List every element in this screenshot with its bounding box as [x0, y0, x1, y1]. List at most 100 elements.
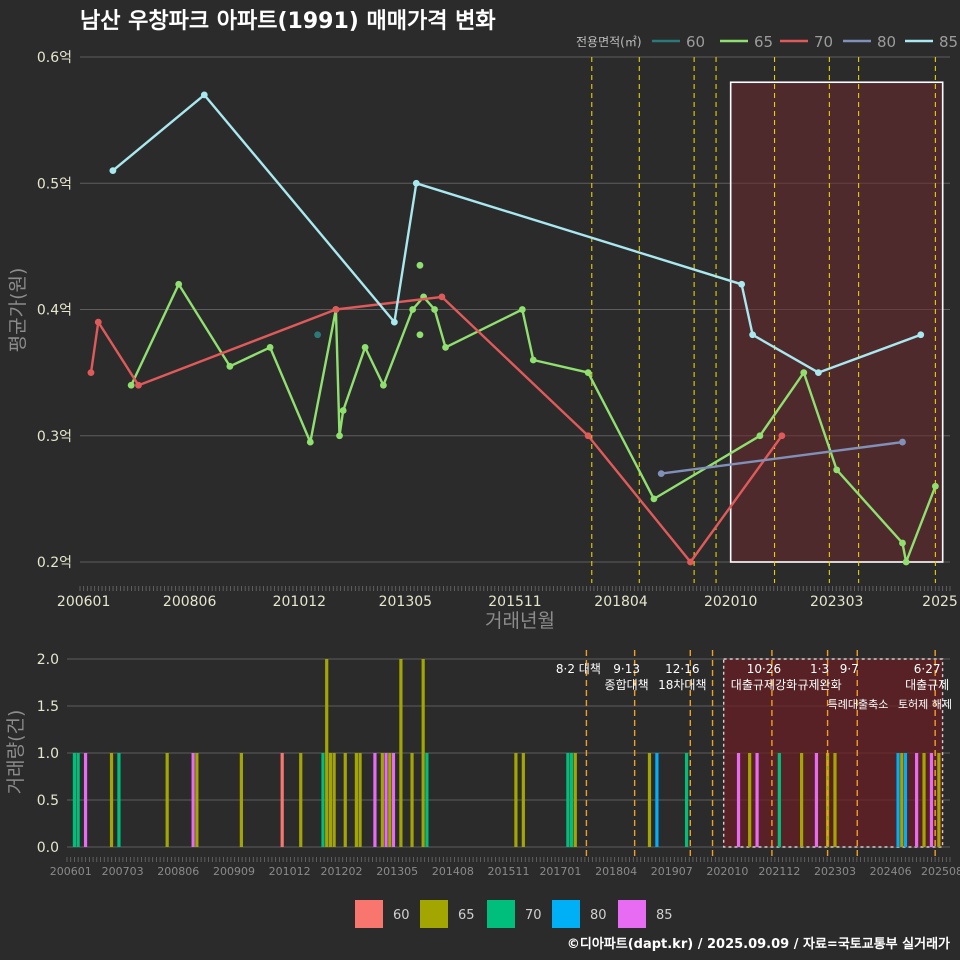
- y-tick-label: 0.4억: [37, 303, 72, 319]
- event-label: 10·26: [747, 662, 781, 676]
- volume-bar-65: [343, 753, 347, 847]
- event-label: 6·27: [914, 662, 941, 676]
- data-point-65: [650, 495, 658, 503]
- volume-bar-70: [684, 753, 689, 847]
- volume-bar-65: [799, 753, 804, 847]
- y-tick-label: 0.5: [37, 793, 59, 809]
- bottom-y-ticks: 0.0 0.5 1.0 1.5 2.0: [37, 652, 59, 856]
- legend-label-80: 80: [590, 908, 607, 923]
- y-tick-label: 0.6억: [37, 50, 72, 66]
- data-point-65: [899, 539, 906, 547]
- y-tick-label: 2.0: [37, 652, 59, 668]
- legend-label-60: 60: [393, 908, 410, 923]
- x-tick-label: 201701: [539, 865, 581, 878]
- volume-bar-85: [755, 753, 759, 847]
- data-point-65: [931, 482, 939, 490]
- event-label: 1·3: [810, 662, 829, 676]
- chart-title: 남산 우창파크 아파트(1991) 매매가격 변화: [80, 9, 496, 34]
- x-tick-label: 202112: [758, 865, 800, 878]
- volume-bar-65: [573, 753, 577, 847]
- x-tick-label: 202010: [704, 594, 757, 610]
- volume-bar-65: [514, 753, 518, 847]
- data-point-65: [361, 343, 369, 351]
- data-point-70: [687, 558, 694, 566]
- data-point-65: [442, 343, 449, 351]
- y-tick-label: 0.5억: [37, 176, 72, 192]
- y-tick-label: 0.2억: [37, 555, 72, 571]
- volume-bar-65: [358, 753, 362, 847]
- volume-bar-65: [332, 753, 336, 847]
- data-point-85: [917, 331, 925, 339]
- data-point-65: [306, 438, 314, 446]
- data-point-85: [738, 280, 746, 288]
- data-point-60: [314, 331, 322, 339]
- y-tick-label: 0.3억: [37, 429, 72, 445]
- legend-label-85: 85: [656, 908, 673, 923]
- top-event-lines: [591, 57, 936, 583]
- x-tick-label: 202303: [810, 594, 863, 610]
- data-point-70: [778, 432, 786, 440]
- x-tick-label: 202010: [706, 865, 748, 878]
- volume-bar-70: [425, 753, 429, 847]
- volume-bar-65: [647, 753, 652, 847]
- volume-bar-85: [929, 753, 934, 847]
- volume-bar-65: [380, 753, 384, 847]
- data-point-85: [815, 369, 822, 377]
- data-point-65: [833, 466, 841, 474]
- volume-bar-70: [566, 753, 570, 847]
- legend-label-85: 85: [939, 33, 958, 51]
- data-point-80: [657, 470, 665, 478]
- event-label: 대출규제: [905, 678, 949, 692]
- x-tick-label: 201511: [488, 594, 541, 610]
- x-tick-label: 200601: [57, 594, 110, 610]
- volume-bar-70: [321, 753, 325, 847]
- legend-swatch-85: [618, 900, 646, 928]
- volume-bar-65: [195, 753, 199, 847]
- volume-bar-65: [354, 753, 358, 847]
- data-point-85: [749, 331, 757, 339]
- volume-bar-85: [736, 753, 741, 847]
- data-point-70: [438, 293, 446, 301]
- x-tick-label: 200806: [163, 594, 217, 610]
- volume-bar-85: [915, 753, 919, 847]
- data-point-65: [416, 331, 424, 339]
- top-x-ticks: 200601 200806 201012 201305 201511 201804 2020…: [57, 586, 958, 610]
- data-point-85: [390, 318, 398, 326]
- volume-bar-80: [655, 753, 659, 847]
- data-point-65: [431, 306, 438, 313]
- event-label: 18차대책: [658, 677, 706, 692]
- volume-bar-65: [748, 753, 752, 847]
- x-tick-label: 201804: [594, 594, 648, 610]
- event-label: 대출규제강화: [731, 678, 797, 692]
- bottom-y-axis-title: 거래량(건): [5, 710, 27, 795]
- volume-bar-70: [569, 753, 574, 847]
- x-tick-label: 200806: [157, 865, 199, 878]
- data-point-85: [412, 179, 420, 187]
- data-point-70: [584, 432, 592, 440]
- event-label: 토허제 해제: [898, 697, 952, 711]
- y-tick-label: 1.5: [37, 699, 59, 715]
- event-label: 종합대책: [605, 677, 649, 692]
- event-label: 9·7: [840, 662, 859, 676]
- legend-label-70: 70: [525, 908, 542, 923]
- data-point-65: [518, 306, 526, 313]
- legend-label-65: 65: [754, 33, 773, 51]
- x-tick-label: 202508: [921, 865, 960, 878]
- volume-bar-65: [109, 753, 114, 847]
- x-tick-label: 201511: [488, 865, 530, 878]
- data-point-70: [332, 306, 340, 313]
- x-tick-label: 202303: [814, 865, 856, 878]
- data-point-65: [756, 432, 764, 440]
- volume-bar-65: [410, 753, 414, 847]
- bottom-legend: 60 65 70 80 85: [355, 900, 673, 928]
- x-tick-label: 201012: [273, 594, 326, 610]
- legend-swatch-60: [355, 900, 383, 928]
- data-point-65: [800, 369, 808, 377]
- x-tick-label: 200703: [102, 865, 144, 878]
- x-tick-label: 201305: [379, 594, 432, 610]
- volume-bar-65: [900, 753, 904, 847]
- data-point-65: [266, 343, 274, 351]
- legend-title: 전용면적(㎡): [576, 35, 642, 49]
- series-line-65: [130, 283, 937, 564]
